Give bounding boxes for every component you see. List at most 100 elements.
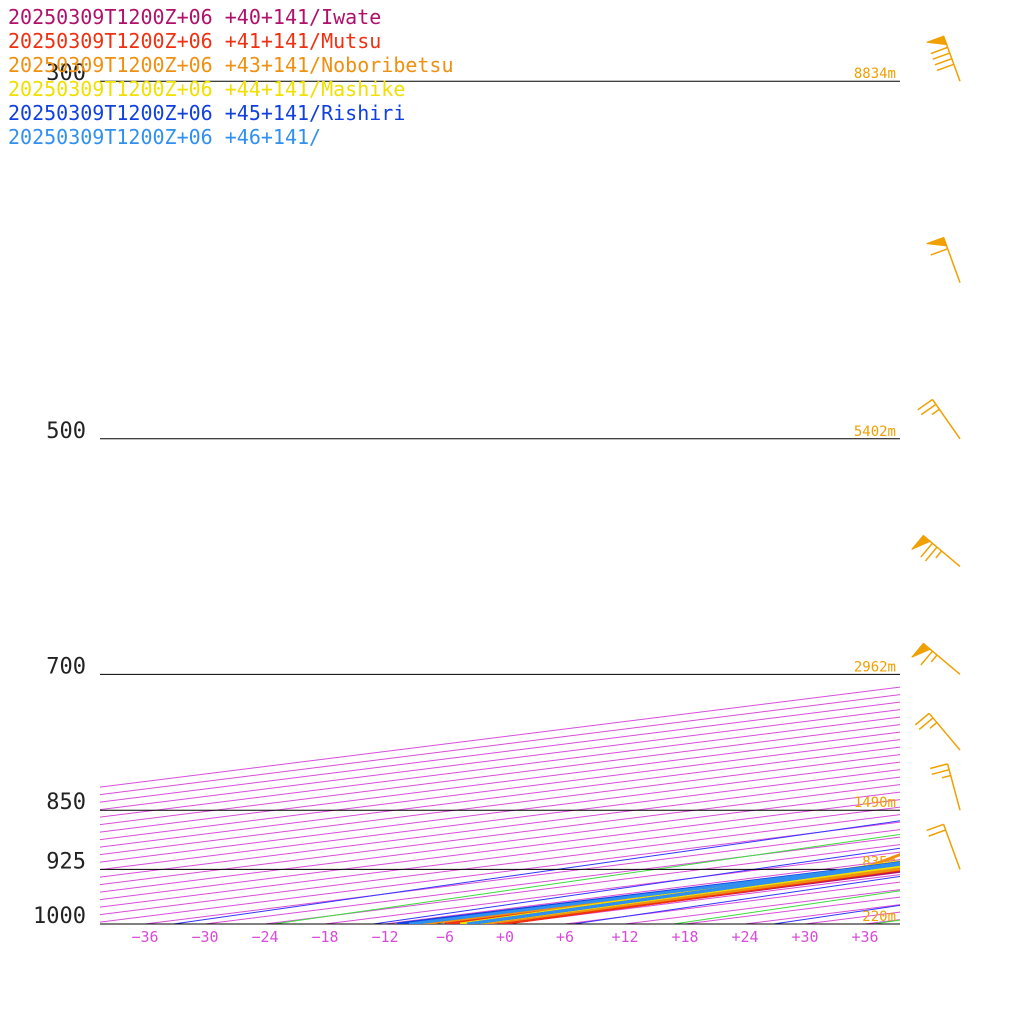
isotherm-line <box>744 904 900 924</box>
isotherm-line <box>264 844 900 924</box>
wind-barb-flag <box>931 768 950 776</box>
wind-barb-flag <box>930 46 948 55</box>
wind-barb-half-flag <box>935 550 943 559</box>
dry-adiabat-250 <box>273 833 900 924</box>
dewpoint-profile-3 <box>459 860 900 924</box>
temperature-tick-label: +30 <box>791 928 818 946</box>
wind-barb-flag <box>929 763 948 770</box>
wind-barbs <box>911 35 961 870</box>
wind-barb-pennant <box>911 642 932 658</box>
wind-barb-half-flag <box>931 408 940 416</box>
isotherm-line <box>684 896 900 924</box>
pressure-label-850: 850 <box>46 790 86 815</box>
legend: 20250309T1200Z+06 +40+141/Iwate20250309T… <box>8 5 454 149</box>
wind-barb-pennant <box>926 35 948 46</box>
wind-barb-flag <box>920 650 933 666</box>
pressure-label-700: 700 <box>46 654 86 679</box>
dewpoint-profile-4 <box>396 861 900 924</box>
wind-barb-flag <box>918 717 934 731</box>
sounding-profiles <box>396 853 900 924</box>
dry-adiabat-320 <box>974 0 1024 924</box>
dry-adiabat-270 <box>473 861 900 924</box>
wind-barb-staff <box>931 399 961 440</box>
temperature-tick-label: −36 <box>131 928 158 946</box>
wind-barb-8 <box>911 534 961 567</box>
wind-barb-flag <box>920 542 933 558</box>
wind-barb-5 <box>926 35 961 82</box>
isotherm-line <box>504 874 900 924</box>
wind-barb-11 <box>929 763 961 811</box>
temperature-profile-0 <box>490 869 900 924</box>
isotherm-line <box>564 881 900 924</box>
dry-adiabat-300 <box>773 904 900 924</box>
temperature-tick-label: +0 <box>496 928 514 946</box>
legend-entry-5: 20250309T1200Z+06 +46+141/ <box>8 125 321 149</box>
wind-barb-7 <box>917 398 961 440</box>
wind-barb-flag <box>928 829 946 837</box>
wind-barb-10 <box>914 712 961 751</box>
wind-barb-half-flag <box>941 774 951 779</box>
temperature-profile-4 <box>467 862 900 924</box>
pressure-label-300: 300 <box>46 61 86 86</box>
wind-barb-half-flag <box>929 721 938 729</box>
legend-entry-2: 20250309T1200Z+06 +43+141/Noboribetsu <box>8 53 454 77</box>
temperature-tick-label: +24 <box>731 928 758 946</box>
legend-entry-0: 20250309T1200Z+06 +40+141/Iwate <box>8 5 381 29</box>
wind-barb-flag <box>924 546 938 562</box>
wind-barb-flag <box>917 398 933 411</box>
wind-barb-flag <box>936 63 955 72</box>
temperature-tick-label: −30 <box>191 928 218 946</box>
temperature-tick-label: −24 <box>251 928 278 946</box>
pressure-label-500: 500 <box>46 419 86 444</box>
wind-barb-flag <box>914 712 930 726</box>
height-label-1000: 220m <box>862 909 896 925</box>
isotherm-line <box>204 836 900 924</box>
pressure-label-1000: 1000 <box>33 904 86 929</box>
pressure-label-925: 925 <box>46 849 86 874</box>
wind-barb-9 <box>911 642 961 675</box>
wind-barb-flag <box>934 57 953 66</box>
legend-entry-1: 20250309T1200Z+06 +41+141/Mutsu <box>8 29 381 53</box>
temperature-tick-label: +36 <box>851 928 878 946</box>
dewpoint-profile-5 <box>408 861 900 924</box>
wind-barb-half-flag <box>930 654 938 663</box>
wind-barb-staff <box>946 763 961 811</box>
dewpoint-profile-2 <box>422 853 900 924</box>
height-label-500: 5402m <box>854 424 896 440</box>
height-label-300: 8834m <box>854 66 896 82</box>
temperature-profile-5 <box>466 862 900 924</box>
wind-barb-6 <box>926 236 961 283</box>
wind-barb-12 <box>926 823 961 870</box>
temperature-tick-label: −18 <box>311 928 338 946</box>
wind-barb-flag <box>920 403 937 416</box>
temperature-profile-2 <box>481 867 900 924</box>
wind-barb-staff <box>928 712 961 751</box>
dry-adiabat-290 <box>673 890 900 924</box>
height-label-700: 2962m <box>854 659 896 675</box>
temperature-tick-label: +12 <box>611 928 638 946</box>
isotherm-line <box>384 859 900 924</box>
pressure-axis: 1001502002503005007008509251000 <box>33 61 86 929</box>
legend-entry-3: 20250309T1200Z+06 +44+141/Mashike <box>8 77 405 101</box>
wind-barb-pennant <box>926 236 948 247</box>
wind-barb-staff <box>942 824 961 870</box>
temperature-axis: −36 −30 −24 −18 −12 −6 +0 +6 +12 +18 +24 +30 +36 <box>131 928 878 946</box>
temperature-tick-label: +18 <box>671 928 698 946</box>
isotherm-line <box>804 911 900 924</box>
temperature-tick-label: −6 <box>436 928 454 946</box>
temperature-profile-1 <box>499 868 900 924</box>
wind-barb-pennant <box>911 534 932 550</box>
wind-barb-flag <box>932 52 950 60</box>
isotherm-line <box>864 919 900 924</box>
dry-adiabat-280 <box>573 875 900 924</box>
height-label-850: 1490m <box>854 795 896 811</box>
wind-barb-flag <box>930 248 948 256</box>
wind-barb-flag <box>926 823 944 832</box>
temperature-tick-label: −12 <box>371 928 398 946</box>
legend-entry-4: 20250309T1200Z+06 +45+141/Rishiri <box>8 101 405 125</box>
isotherm-line <box>324 851 900 924</box>
temperature-profile-3 <box>469 864 900 924</box>
temperature-tick-label: +6 <box>556 928 574 946</box>
isotherm-line <box>624 889 900 924</box>
